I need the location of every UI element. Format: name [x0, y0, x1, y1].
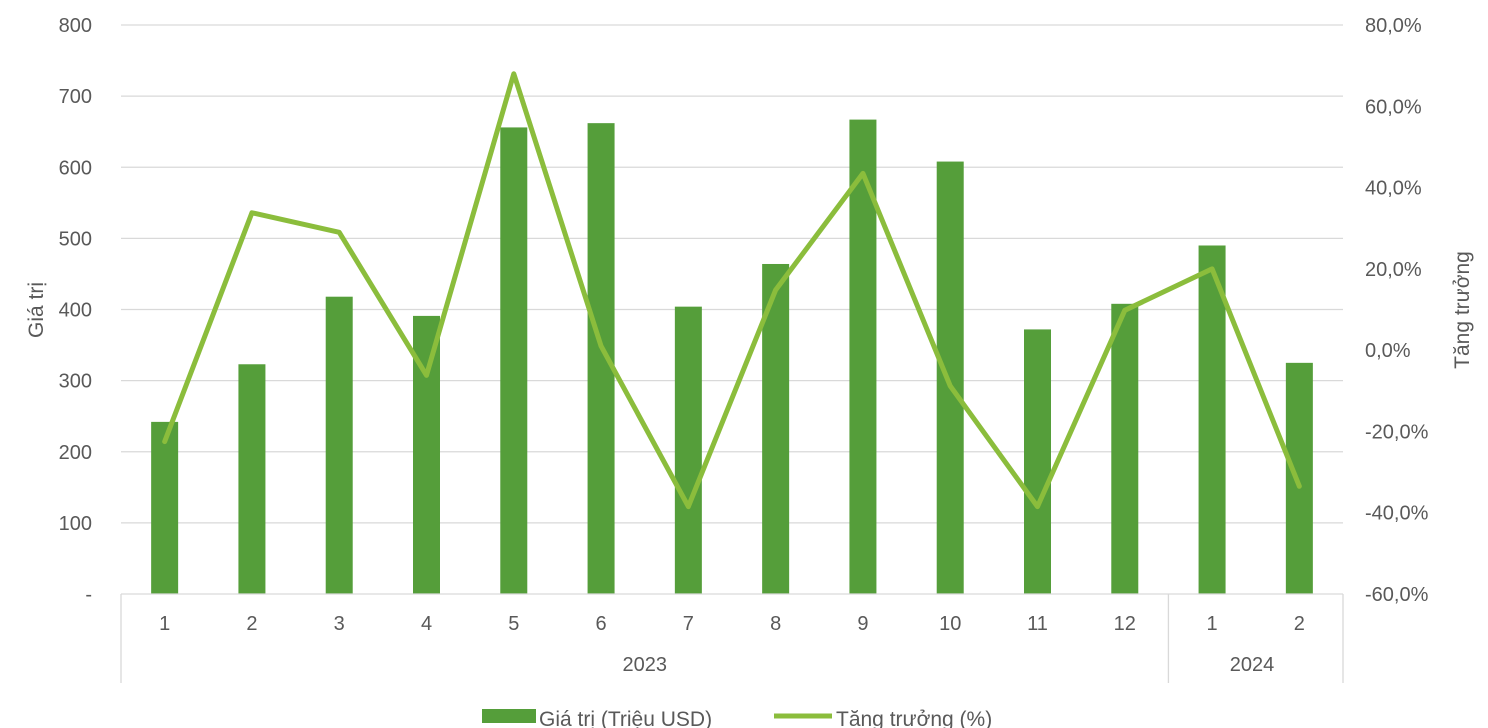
- bar: [1111, 303, 1139, 594]
- y2-tick-label: -40,0%: [1365, 503, 1429, 525]
- y2-tick-label: -20,0%: [1365, 421, 1429, 443]
- y-tick-label: 600: [59, 157, 92, 179]
- growth-line: [162, 71, 1302, 510]
- x-tick-label: 1: [1207, 613, 1218, 635]
- y-tick-label: 100: [59, 513, 92, 535]
- bar: [1285, 362, 1313, 594]
- line-series: [162, 71, 1302, 510]
- legend-bar-swatch: [482, 709, 536, 723]
- y-axis-title: Giá trị: [25, 282, 48, 338]
- y2-axis-ticks: -60,0% -40,0% -20,0% 0,0% 20,0% 40,0% 60,0% 80,…: [1365, 15, 1429, 606]
- legend: Giá trị (Triệu USD) Tăng trưởng (%): [482, 708, 992, 728]
- bar: [1024, 329, 1051, 594]
- x-tick-label: 3: [334, 613, 345, 635]
- bar: [238, 364, 266, 594]
- bar: [325, 296, 353, 594]
- x-tick-label: 10: [939, 613, 961, 635]
- y2-axis-title: Tăng trưởng: [1451, 251, 1474, 369]
- y-tick-label: 700: [59, 86, 92, 108]
- y-tick-label: 400: [59, 300, 92, 322]
- y-axis-ticks: - 100 200 300 400 500 600 700 800: [59, 15, 92, 606]
- bar-series: [151, 119, 1313, 595]
- legend-line-label: Tăng trưởng (%): [836, 708, 992, 728]
- y-tick-label: 500: [59, 228, 92, 250]
- y2-tick-label: 60,0%: [1365, 96, 1422, 118]
- x-group-label: 2023: [622, 654, 667, 676]
- y2-tick-label: 40,0%: [1365, 178, 1422, 200]
- y-tick-label: 800: [59, 15, 92, 37]
- x-tick-label: 11: [1027, 613, 1048, 635]
- y-tick-label: 300: [59, 371, 92, 393]
- x-tick-label: 6: [596, 613, 607, 635]
- x-tick-label: 7: [683, 613, 694, 635]
- bar: [500, 127, 528, 595]
- x-tick-label: 9: [857, 613, 868, 635]
- bar: [151, 421, 179, 594]
- y-tick-label: -: [85, 584, 92, 606]
- legend-bar-label: Giá trị (Triệu USD): [539, 708, 712, 728]
- y2-tick-label: 80,0%: [1365, 15, 1422, 37]
- x-tick-label: 12: [1114, 613, 1136, 635]
- gridlines: [121, 24, 1343, 524]
- bar: [674, 306, 702, 594]
- y2-tick-label: 20,0%: [1365, 259, 1422, 281]
- y2-tick-label: -60,0%: [1365, 584, 1429, 606]
- x-tick-label: 1: [159, 613, 170, 635]
- x-tick-label: 2: [1294, 613, 1305, 635]
- x-tick-label: 8: [770, 613, 781, 635]
- x-tick-label: 2: [246, 613, 257, 635]
- bar: [1198, 245, 1226, 595]
- bar: [936, 161, 964, 594]
- y2-tick-label: 0,0%: [1365, 340, 1411, 362]
- x-group-label: 2024: [1230, 654, 1275, 676]
- x-tick-label: 4: [421, 613, 432, 635]
- x-tick-label: 5: [508, 613, 519, 635]
- y-tick-label: 200: [59, 442, 92, 464]
